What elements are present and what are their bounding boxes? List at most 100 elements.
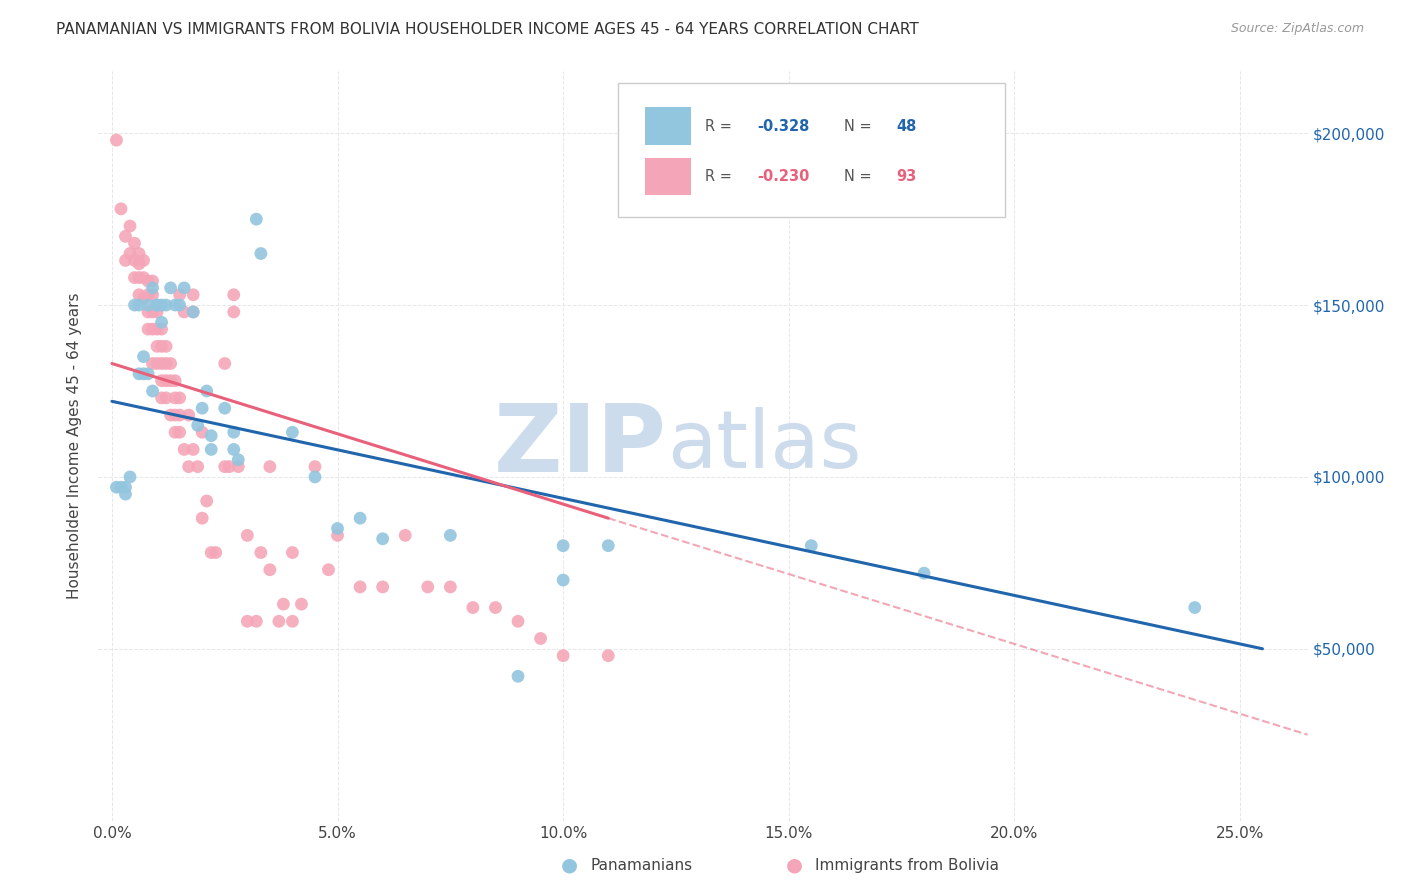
Point	[245, 615, 267, 629]
Text: R =: R =	[706, 169, 737, 184]
Point	[195, 384, 218, 398]
Point	[222, 305, 245, 319]
Point	[124, 298, 146, 312]
Point	[128, 246, 150, 260]
Point	[150, 374, 173, 388]
Point	[132, 253, 155, 268]
Text: atlas: atlas	[666, 407, 860, 485]
Text: -0.230: -0.230	[758, 169, 810, 184]
FancyBboxPatch shape	[619, 83, 1005, 218]
Point	[214, 459, 236, 474]
Point	[146, 305, 169, 319]
Point	[394, 528, 416, 542]
Point	[146, 322, 169, 336]
Point	[114, 487, 136, 501]
Point	[349, 511, 371, 525]
Point	[132, 367, 155, 381]
Y-axis label: Householder Income Ages 45 - 64 years: Householder Income Ages 45 - 64 years	[67, 293, 83, 599]
Point	[461, 600, 484, 615]
Text: ●: ●	[786, 855, 803, 875]
Point	[371, 580, 394, 594]
Point	[598, 648, 620, 663]
Point	[195, 494, 218, 508]
Point	[416, 580, 439, 594]
Point	[136, 305, 159, 319]
Point	[177, 408, 200, 422]
Point	[165, 408, 187, 422]
Point	[142, 281, 165, 295]
Point	[146, 298, 169, 312]
Point	[146, 298, 169, 312]
Point	[439, 580, 461, 594]
Point	[159, 374, 181, 388]
Point	[165, 374, 187, 388]
Point	[128, 287, 150, 301]
Point	[200, 442, 222, 457]
Point	[114, 229, 136, 244]
Point	[169, 298, 191, 312]
Point	[105, 133, 128, 147]
Point	[155, 391, 177, 405]
Text: R =: R =	[706, 119, 737, 134]
Point	[159, 281, 181, 295]
Point	[484, 600, 506, 615]
Point	[155, 357, 177, 371]
Point	[136, 322, 159, 336]
Point	[128, 298, 150, 312]
Point	[150, 357, 173, 371]
Point	[150, 298, 173, 312]
Text: ●: ●	[561, 855, 578, 875]
Point	[159, 357, 181, 371]
Point	[173, 281, 195, 295]
Bar	[645, 158, 690, 195]
Point	[128, 257, 150, 271]
Point	[155, 374, 177, 388]
Point	[146, 357, 169, 371]
Point	[173, 442, 195, 457]
Text: Source: ZipAtlas.com: Source: ZipAtlas.com	[1230, 22, 1364, 36]
Point	[349, 580, 371, 594]
Point	[226, 452, 249, 467]
Point	[150, 322, 173, 336]
Point	[169, 391, 191, 405]
Point	[136, 298, 159, 312]
Point	[169, 408, 191, 422]
Point	[128, 270, 150, 285]
Point	[290, 597, 312, 611]
Point	[273, 597, 295, 611]
Point	[281, 425, 304, 440]
Point	[250, 246, 273, 260]
Point	[136, 274, 159, 288]
Point	[181, 442, 204, 457]
Point	[118, 219, 141, 233]
Point	[181, 305, 204, 319]
Point	[181, 287, 204, 301]
Point	[150, 339, 173, 353]
Point	[150, 315, 173, 329]
Point	[142, 357, 165, 371]
Point	[191, 425, 214, 440]
Point	[259, 563, 281, 577]
Point	[553, 648, 575, 663]
Point	[304, 470, 326, 484]
Point	[222, 425, 245, 440]
Point	[173, 305, 195, 319]
Point	[191, 401, 214, 416]
Point	[281, 615, 304, 629]
Point	[506, 615, 529, 629]
Point	[124, 236, 146, 251]
Point	[218, 459, 240, 474]
Point	[110, 480, 132, 494]
Point	[506, 669, 529, 683]
Point	[155, 298, 177, 312]
Point	[136, 367, 159, 381]
Point	[326, 521, 349, 535]
Text: 48: 48	[897, 119, 917, 134]
Point	[204, 545, 226, 559]
Point	[191, 511, 214, 525]
Point	[1184, 600, 1206, 615]
Point	[150, 391, 173, 405]
Point	[318, 563, 340, 577]
Point	[245, 212, 267, 227]
Point	[326, 528, 349, 542]
